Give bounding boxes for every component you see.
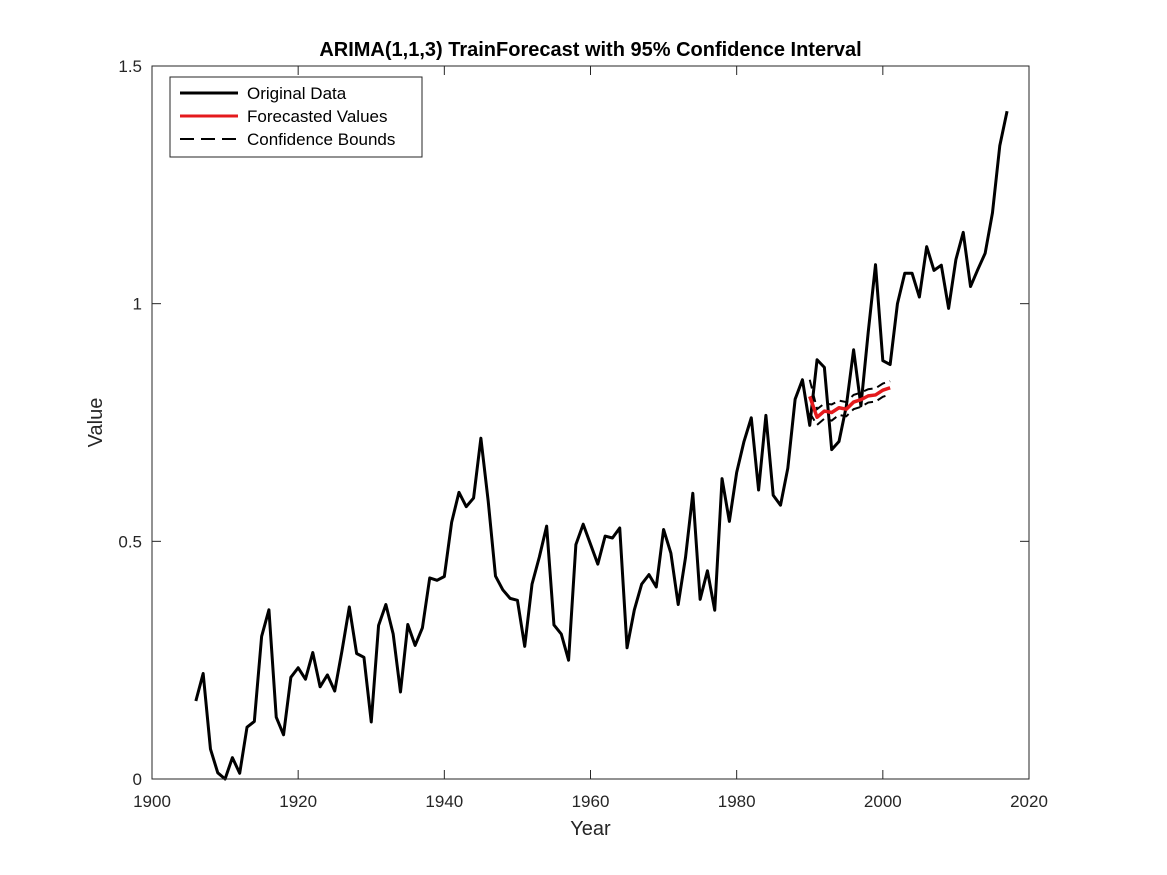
legend-label-confidence-bounds: Confidence Bounds [247, 130, 395, 149]
y-axis-label: Value [85, 398, 107, 448]
series-confidence-lower-line [808, 393, 891, 427]
series-original-data-line [194, 110, 1009, 781]
chart-title: ARIMA(1,1,3) TrainForecast with 95% Conf… [319, 39, 861, 61]
series-forecasted-values-line [808, 386, 891, 420]
x-tick-label: 1980 [718, 792, 756, 811]
x-axis-label: Year [570, 818, 611, 840]
legend-label-original-data: Original Data [247, 84, 347, 103]
y-tick-label: 1 [133, 295, 142, 314]
tick-labels: 1900 1920 1940 1960 1980 2000 2020 0 0.5 1 1.5 [118, 57, 1048, 811]
x-tick-label: 1920 [279, 792, 317, 811]
y-tick-label: 1.5 [118, 57, 142, 76]
plot-lines [194, 110, 1009, 781]
y-tick-label: 0.5 [118, 532, 142, 551]
x-tick-label: 2020 [1010, 792, 1048, 811]
legend: Original Data Forecasted Values Confidence… [169, 76, 423, 158]
legend-label-forecasted-values: Forecasted Values [247, 107, 387, 126]
x-tick-label: 1960 [572, 792, 610, 811]
x-tick-label: 1900 [133, 792, 171, 811]
axes-box [151, 65, 1030, 780]
x-tick-label: 1940 [425, 792, 463, 811]
x-tick-label: 2000 [864, 792, 902, 811]
y-tick-label: 0 [133, 770, 142, 789]
